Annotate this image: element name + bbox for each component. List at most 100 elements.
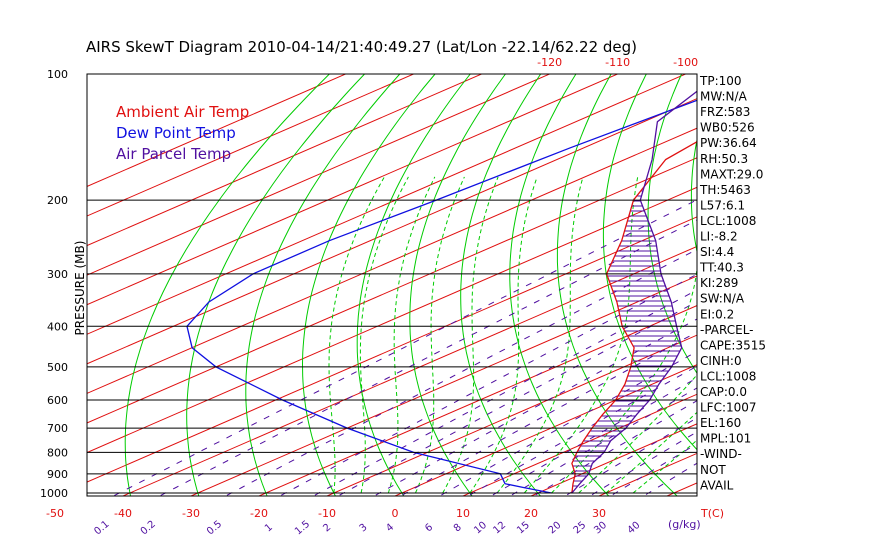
index-line: TT:40.3 bbox=[699, 261, 744, 275]
index-line: EL:160 bbox=[700, 416, 741, 430]
mixing-ratio-tick: 15 bbox=[515, 520, 532, 537]
mixing-ratio-tick: 1 bbox=[263, 522, 275, 535]
mixing-ratio-line bbox=[158, 219, 697, 496]
dry-adiabat bbox=[356, 74, 471, 496]
mixing-ratio-line bbox=[337, 301, 697, 496]
index-line: MPL:101 bbox=[700, 432, 751, 446]
isotherm bbox=[87, 74, 551, 276]
isotherm bbox=[529, 423, 697, 496]
index-line: SW:N/A bbox=[700, 292, 745, 306]
pressure-tick-label: 800 bbox=[47, 446, 68, 459]
isotherm bbox=[87, 74, 687, 335]
mixing-ratio-ticks: 0.1 0.2 0.5 1 1.5 2 3 4 6 8 10 12 15 20 25 30 40 bbox=[92, 519, 642, 538]
dry-adiabat bbox=[186, 74, 366, 496]
pressure-tick-label: 1000 bbox=[40, 487, 68, 500]
isotherm bbox=[87, 216, 697, 483]
legend-entry: Air Parcel Temp bbox=[116, 145, 231, 163]
moist-adiabat bbox=[359, 176, 409, 494]
pressure-tick-label: 400 bbox=[47, 320, 68, 333]
mixing-ratio-tick: 2 bbox=[321, 522, 333, 535]
moist-adiabat bbox=[387, 176, 436, 494]
bottom-temperature-tick: -50 bbox=[46, 507, 64, 520]
pressure-tick-label: 100 bbox=[47, 68, 68, 81]
pressure-tick-label: 300 bbox=[47, 268, 68, 281]
mixing-ratio-line bbox=[508, 387, 697, 496]
index-line: EI:0.2 bbox=[700, 307, 734, 321]
dry-adiabat bbox=[124, 74, 331, 496]
mixing-ratio-tick: 6 bbox=[423, 522, 435, 535]
air-parcel-temp-curve bbox=[571, 90, 697, 494]
moist-adiabat bbox=[415, 176, 465, 494]
mixing-ratio-line bbox=[373, 318, 697, 496]
pressure-tick-label: 200 bbox=[47, 194, 68, 207]
chart-title: AIRS SkewT Diagram 2010-04-14/21:40:49.2… bbox=[86, 38, 637, 56]
isotherm bbox=[665, 482, 697, 496]
moist-adiabat bbox=[328, 176, 385, 494]
moist-adiabat bbox=[442, 176, 499, 494]
bottom-temperature-tick: -30 bbox=[182, 507, 200, 520]
index-line: CAPE:3515 bbox=[700, 338, 766, 352]
moist-adiabat bbox=[469, 176, 538, 494]
top-temperature-tick: -100 bbox=[673, 56, 698, 69]
mixing-ratio-tick: 0.5 bbox=[205, 519, 224, 538]
pressure-tick-label: 700 bbox=[47, 422, 68, 435]
mixing-ratio-tick: 4 bbox=[384, 522, 396, 535]
index-line: LI:-8.2 bbox=[700, 230, 738, 244]
mixing-ratio-tick: 0.1 bbox=[92, 519, 111, 538]
isotherm bbox=[393, 364, 697, 496]
bottom-temperature-tick: 30 bbox=[592, 507, 606, 520]
isotherm bbox=[87, 74, 619, 306]
dry-adiabat bbox=[853, 70, 870, 496]
y-axis-label: PRESSURE (MB) bbox=[73, 241, 87, 336]
pressure-tick-label: 500 bbox=[47, 361, 68, 374]
bottom-temperature-tick: 0 bbox=[392, 507, 399, 520]
index-line: KI:289 bbox=[700, 276, 738, 290]
plot-frame bbox=[86, 73, 698, 497]
dry-adiabat bbox=[460, 74, 542, 496]
dry-adiabat bbox=[814, 70, 870, 496]
bottom-temperature-tick: -20 bbox=[250, 507, 268, 520]
isotherm bbox=[87, 74, 347, 187]
pressure-tick-labels: 100 200 300 400 500 600 700 800 900 1000 bbox=[40, 68, 68, 500]
isotherm bbox=[87, 74, 483, 247]
bottom-temperature-tick: -40 bbox=[114, 507, 132, 520]
index-line: WB0:526 bbox=[700, 121, 755, 135]
index-line: -PARCEL- bbox=[700, 323, 754, 337]
index-line: -WIND- bbox=[700, 447, 742, 461]
dry-adiabat bbox=[602, 74, 697, 451]
index-line: L57:6.1 bbox=[700, 198, 745, 212]
isobar-lines bbox=[87, 199, 697, 494]
mixing-ratio-tick: 30 bbox=[592, 520, 609, 537]
mixing-ratio-line bbox=[399, 331, 697, 496]
isotherm bbox=[87, 74, 415, 217]
isotherm bbox=[87, 157, 697, 424]
top-temperature-tick: -110 bbox=[605, 56, 630, 69]
isotherm bbox=[189, 275, 697, 496]
mixing-ratio-line bbox=[312, 289, 697, 496]
mixing-ratio-line bbox=[224, 248, 697, 496]
dry-adiabat bbox=[774, 70, 870, 496]
isotherm bbox=[461, 393, 697, 496]
dry-adiabat bbox=[301, 74, 436, 496]
index-line: FRZ:583 bbox=[700, 105, 750, 119]
mixing-ratio-tick: 25 bbox=[572, 520, 589, 537]
bottom-temperature-tick: 10 bbox=[456, 507, 470, 520]
ambient-air-temp-curve bbox=[571, 140, 697, 494]
temperature-unit-label: T(C) bbox=[700, 507, 724, 520]
mixing-ratio-line bbox=[278, 273, 697, 496]
mixing-ratio-tick: 1.5 bbox=[293, 519, 312, 538]
legend-entry: Ambient Air Temp bbox=[116, 103, 249, 121]
index-line: TP:100 bbox=[699, 74, 742, 88]
dry-adiabat bbox=[409, 74, 507, 496]
moist-adiabat bbox=[523, 176, 639, 494]
dry-adiabat bbox=[245, 74, 401, 496]
index-line: MW:N/A bbox=[700, 90, 748, 104]
legend: Ambient Air Temp Dew Point Temp Air Parcel… bbox=[116, 103, 249, 163]
mixing-ratio-tick: 10 bbox=[472, 520, 489, 537]
bottom-temperature-tick: 20 bbox=[524, 507, 538, 520]
mixing-ratio-tick: 20 bbox=[547, 520, 564, 537]
index-line: LFC:1007 bbox=[700, 401, 757, 415]
background-grid bbox=[87, 70, 870, 496]
isotherm bbox=[121, 245, 697, 496]
